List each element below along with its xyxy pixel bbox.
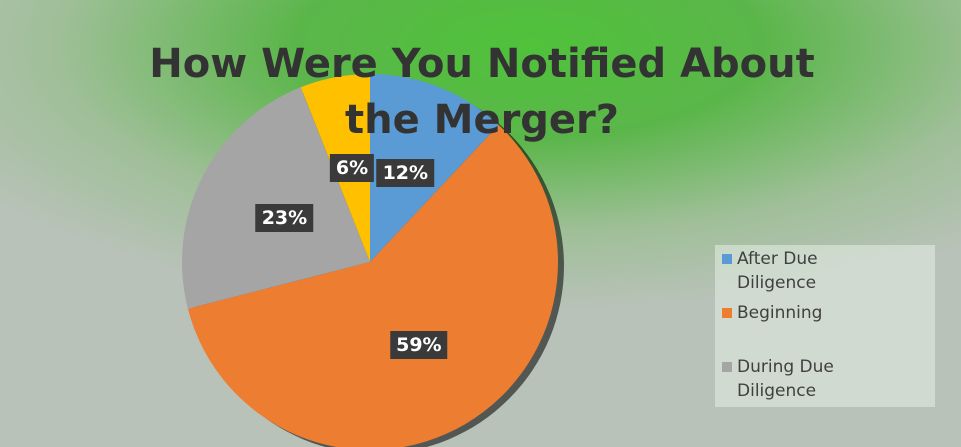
data-label: 23% xyxy=(255,204,314,233)
legend-swatch xyxy=(722,254,732,264)
legend-swatch xyxy=(722,308,732,318)
data-label: 59% xyxy=(390,330,448,359)
legend: After Due Diligence Beginning During Due D… xyxy=(715,245,935,407)
legend-entry: During Due Diligence xyxy=(722,355,857,403)
pie-slice xyxy=(370,74,499,262)
legend-entry: After Due Diligence xyxy=(722,247,857,295)
legend-entry: Beginning xyxy=(722,301,857,325)
data-label: 12% xyxy=(376,158,435,187)
chart-title: How Were You Notified About the Merger? xyxy=(149,41,815,143)
pie-slice xyxy=(182,87,370,309)
data-label: 6% xyxy=(329,153,375,182)
pie-slice xyxy=(187,124,558,447)
legend-swatch xyxy=(722,362,732,372)
